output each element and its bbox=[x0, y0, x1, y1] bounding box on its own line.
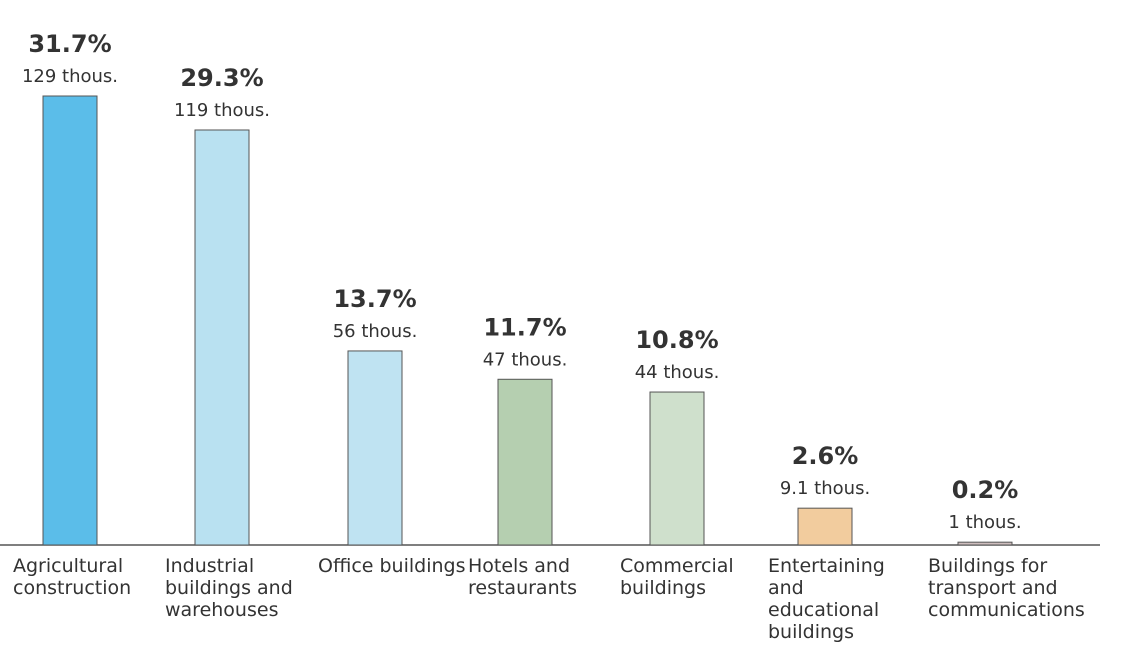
bar bbox=[497, 378, 553, 546]
bar bbox=[347, 350, 403, 546]
value-label: 13.7% bbox=[333, 285, 416, 313]
value-label: 11.7% bbox=[483, 313, 566, 341]
count-label: 44 thous. bbox=[635, 362, 720, 383]
category-label: Industrial buildings and warehouses bbox=[165, 555, 293, 621]
value-label: 29.3% bbox=[180, 64, 263, 92]
category-label: Buildings for transport and communicatio… bbox=[928, 555, 1085, 621]
category-label: Commercial buildings bbox=[620, 555, 734, 599]
count-label: 119 thous. bbox=[174, 100, 270, 121]
value-label: 10.8% bbox=[635, 326, 718, 354]
bar bbox=[797, 507, 853, 546]
category-label: Entertaining and educational buildings bbox=[768, 555, 885, 643]
bar bbox=[194, 129, 250, 546]
category-label: Agricultural construction bbox=[13, 555, 132, 599]
value-label: 31.7% bbox=[28, 30, 111, 58]
count-label: 56 thous. bbox=[333, 321, 418, 342]
value-label: 0.2% bbox=[952, 476, 1019, 504]
value-label: 2.6% bbox=[792, 442, 859, 470]
bar bbox=[42, 95, 98, 546]
count-label: 1 thous. bbox=[948, 512, 1021, 533]
count-label: 129 thous. bbox=[22, 66, 118, 87]
count-label: 47 thous. bbox=[483, 349, 568, 370]
count-label: 9.1 thous. bbox=[780, 478, 870, 499]
category-label: Hotels and restaurants bbox=[468, 555, 577, 599]
bar bbox=[649, 391, 705, 546]
category-label: Office buildings bbox=[318, 555, 466, 577]
bar bbox=[957, 541, 1013, 546]
